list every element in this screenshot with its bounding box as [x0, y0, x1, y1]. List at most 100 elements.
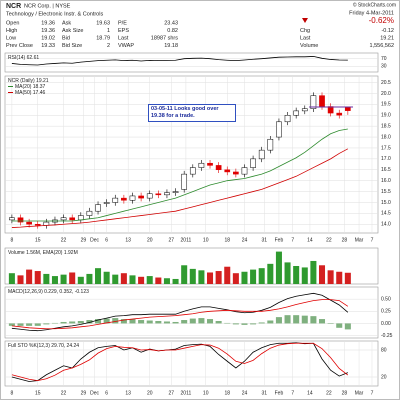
candle-body [207, 162, 213, 166]
moving-average [11, 128, 348, 222]
candle-body [112, 197, 119, 203]
x-tick-label: 8 [11, 237, 14, 243]
volume-bar [112, 274, 119, 284]
quote-value: 23.43 [164, 20, 178, 26]
quote-value: 19.02 [41, 35, 55, 41]
histogram-bar [250, 323, 257, 325]
candle-body [86, 210, 93, 216]
histogram-bar [60, 321, 67, 324]
histogram-bar [284, 315, 291, 324]
x-tick-label: 6 [105, 390, 108, 396]
candle-body [241, 167, 248, 175]
x-tick-label: Feb [275, 237, 284, 243]
histogram-bar [301, 315, 308, 324]
x-tick-label: 28 [342, 390, 348, 396]
x-tick-label: 22 [61, 237, 67, 243]
candle-body [26, 221, 32, 225]
y-tick-label: 16.0 [381, 178, 391, 184]
volume-bar [163, 278, 170, 284]
histogram-bar [26, 323, 33, 326]
volume-bar [51, 276, 58, 284]
histogram-bar [310, 316, 317, 324]
candle-body [310, 95, 317, 109]
candle-body [77, 215, 84, 221]
x-tick-label: 14 [307, 237, 313, 243]
x-tick-label: 2011 [181, 237, 192, 243]
quote-label: VWAP [118, 43, 134, 49]
x-tick-label: 13 [125, 390, 131, 396]
x-tick-label: Dec [90, 390, 99, 396]
copyright: © StockCharts.com [353, 1, 396, 8]
symbol: NCR [6, 3, 21, 10]
volume-bar [155, 277, 162, 284]
quote-value: 18987 shrs [151, 35, 178, 41]
quote-label: Ask [62, 20, 71, 26]
down-arrow [302, 18, 308, 23]
x-tick-label: 29 [81, 237, 87, 243]
volume-bar [318, 265, 326, 284]
volume-bar [172, 278, 179, 284]
sector: Technology / Electronic Instr. & Control… [6, 11, 103, 17]
y-tick-label: 15.5 [381, 189, 391, 195]
volume-bar [232, 273, 239, 284]
y-tick-label: 30 [381, 64, 387, 70]
candle-body [327, 106, 334, 114]
volume-bar [310, 260, 317, 284]
x-tick-label: 22 [61, 390, 67, 396]
annotation: 03-05-11 Looks good over 19.38 for a tra… [148, 104, 236, 122]
x-tick-label: 10 [203, 237, 209, 243]
histogram-bar [77, 321, 84, 324]
x-tick-label: 31 [262, 237, 268, 243]
x-tick-label: 24 [242, 237, 248, 243]
volume-bar [241, 271, 248, 284]
date: Friday 4-Mar-2011 [349, 10, 394, 16]
candle-body [95, 204, 101, 212]
candle-body [17, 217, 24, 223]
candle-body [215, 165, 222, 171]
volume-bar [198, 270, 205, 284]
histogram-bar [258, 322, 265, 324]
panel-title: MACD(12,26,9) 0.229, 0.352, -0.123 [8, 289, 89, 295]
quote-value: 18.79 [96, 35, 110, 41]
histogram-bar [34, 323, 41, 326]
x-tick-label: 14 [307, 390, 313, 396]
x-tick-label: 10 [203, 390, 209, 396]
volume-bar [189, 268, 196, 284]
candle-body [69, 217, 76, 221]
quote-value: 19.18 [164, 43, 178, 49]
candle-body [267, 138, 274, 151]
histogram-bar [336, 323, 343, 328]
y-tick-label: 19.5 [381, 102, 391, 108]
series-line [11, 56, 348, 66]
x-tick-label: 29 [81, 390, 87, 396]
y-tick-label: 0.25 [381, 309, 391, 315]
candle-body [319, 95, 325, 107]
histogram-bar [86, 320, 93, 324]
candle-body [138, 195, 144, 199]
x-tick-label: 20 [147, 390, 153, 396]
volume-bar [344, 272, 351, 284]
x-tick-label: 31 [262, 390, 268, 396]
histogram-bar [155, 321, 162, 324]
x-tick-label: 27 [168, 390, 174, 396]
histogram-bar [129, 319, 136, 324]
x-tick-label: Mar [355, 237, 364, 243]
histogram-bar [293, 315, 300, 324]
volume-bar [86, 273, 93, 284]
candle-body [129, 195, 136, 201]
candle-body [121, 197, 127, 201]
panel-title: Full STO %K(12,3) 29.70, 24.24 [8, 343, 79, 349]
series-line [11, 342, 348, 382]
y-tick-label: 18.5 [381, 123, 391, 129]
volume-bar [224, 266, 231, 284]
volume-bar [138, 276, 145, 284]
y-tick-label: 20 [381, 374, 387, 380]
y-tick-label: 14.0 [381, 222, 391, 228]
candle-body [181, 173, 188, 190]
volume-bar [258, 268, 265, 284]
x-tick-label: 6 [105, 237, 108, 243]
candle-body [103, 202, 110, 204]
candle-body [198, 162, 205, 168]
